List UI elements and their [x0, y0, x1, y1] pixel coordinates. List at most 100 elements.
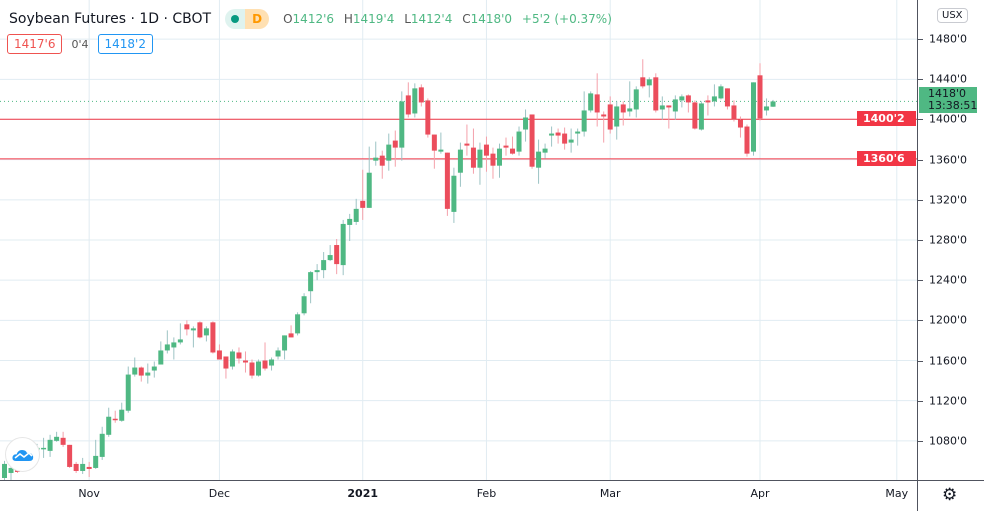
candle-body	[334, 245, 340, 265]
sell-button[interactable]: 1417'6	[7, 34, 63, 54]
candle	[464, 124, 470, 156]
candle	[412, 83, 418, 118]
high-label: H	[343, 12, 353, 26]
candle	[614, 101, 620, 140]
candle	[106, 407, 112, 437]
candle	[295, 312, 301, 336]
tradingview-logo[interactable]	[5, 437, 40, 472]
candle-body	[145, 372, 151, 376]
candle-body	[737, 119, 743, 128]
candle	[2, 460, 7, 480]
candle	[542, 143, 548, 159]
buy-button[interactable]: 1418'2	[97, 34, 153, 54]
price-axis[interactable]: USX 1418'0 13:38:51 1480'0 1440'0 1400'0 13…	[917, 0, 984, 480]
candle	[164, 330, 170, 354]
candle	[679, 94, 685, 108]
delayed-badge: D	[245, 9, 270, 29]
candle-body	[614, 106, 620, 127]
candle-body	[594, 94, 600, 113]
y-tick-label: 1360'0	[929, 153, 968, 167]
candle-body	[288, 333, 294, 338]
candle	[640, 59, 646, 89]
candle	[418, 84, 424, 107]
candle	[516, 126, 522, 156]
candle	[568, 128, 574, 153]
candle	[483, 136, 489, 172]
candle	[119, 402, 125, 422]
x-tick-label: Nov	[78, 487, 100, 500]
candle	[477, 142, 483, 185]
x-tick-label: Mar	[599, 487, 621, 500]
candle-body	[718, 86, 724, 99]
candle	[529, 114, 535, 169]
candle-body	[125, 374, 131, 411]
candle	[340, 219, 346, 276]
candle-body	[679, 96, 685, 101]
candle-body	[73, 463, 79, 471]
time-axis[interactable]: Nov Dec 2021 Feb Mar Apr May	[0, 480, 917, 511]
candle	[138, 366, 144, 382]
candle-body	[41, 447, 47, 450]
high-value: 1419'4	[352, 12, 395, 26]
candle-body	[757, 75, 763, 119]
candle-body	[360, 200, 366, 208]
candle	[711, 84, 717, 107]
candle-body	[659, 105, 665, 110]
y-tick-label: 1280'0	[929, 233, 968, 247]
candle	[659, 96, 665, 120]
y-tick-mark	[918, 240, 923, 241]
market-open-dot-icon	[231, 15, 240, 23]
candle-body	[405, 95, 411, 115]
candle	[431, 134, 437, 169]
candle-body	[425, 100, 431, 135]
candle	[496, 143, 502, 178]
candle	[353, 198, 359, 225]
candle	[47, 434, 53, 457]
candle	[536, 139, 542, 184]
candle-body	[653, 77, 659, 111]
open-value: 1412'6	[292, 12, 335, 26]
candle	[698, 101, 704, 131]
y-tick-label: 1480'0	[929, 32, 968, 46]
candle	[672, 95, 678, 120]
candle	[470, 128, 476, 174]
candle-body	[2, 463, 7, 478]
candles	[2, 59, 776, 480]
candle	[627, 81, 633, 117]
candle	[764, 98, 770, 116]
candle-body	[568, 139, 574, 143]
candle	[210, 321, 216, 354]
candle-body	[275, 350, 281, 357]
candle-body	[601, 114, 607, 117]
candle	[666, 105, 672, 129]
candle-body	[457, 149, 463, 173]
gear-icon[interactable]: ⚙	[942, 485, 958, 505]
candle-body	[327, 255, 333, 261]
candle	[633, 86, 639, 118]
candle	[457, 142, 463, 187]
candle	[737, 116, 743, 138]
candle-body	[119, 409, 125, 421]
candle	[314, 264, 320, 281]
y-tick-label: 1160'0	[929, 354, 968, 367]
candle	[750, 82, 756, 156]
candle-body	[399, 101, 405, 148]
market-status-badge[interactable]: D	[225, 9, 270, 29]
candlestick-chart[interactable]	[0, 0, 917, 480]
candle	[145, 363, 151, 384]
candle	[262, 342, 268, 371]
candle-body	[744, 126, 750, 154]
candle	[256, 359, 262, 377]
candle-body	[542, 148, 548, 153]
candle-body	[340, 223, 346, 266]
candle	[653, 73, 659, 113]
candle-body	[418, 87, 424, 103]
candle-body	[555, 132, 561, 136]
candle-body	[412, 88, 418, 114]
candle	[86, 461, 92, 477]
symbol-title[interactable]: Soybean Futures · 1D · CBOT	[9, 11, 212, 27]
candle-body	[705, 100, 711, 103]
currency-button[interactable]: USX	[937, 8, 968, 23]
candle-body	[47, 439, 53, 451]
horizontal-gridlines	[0, 38, 917, 442]
